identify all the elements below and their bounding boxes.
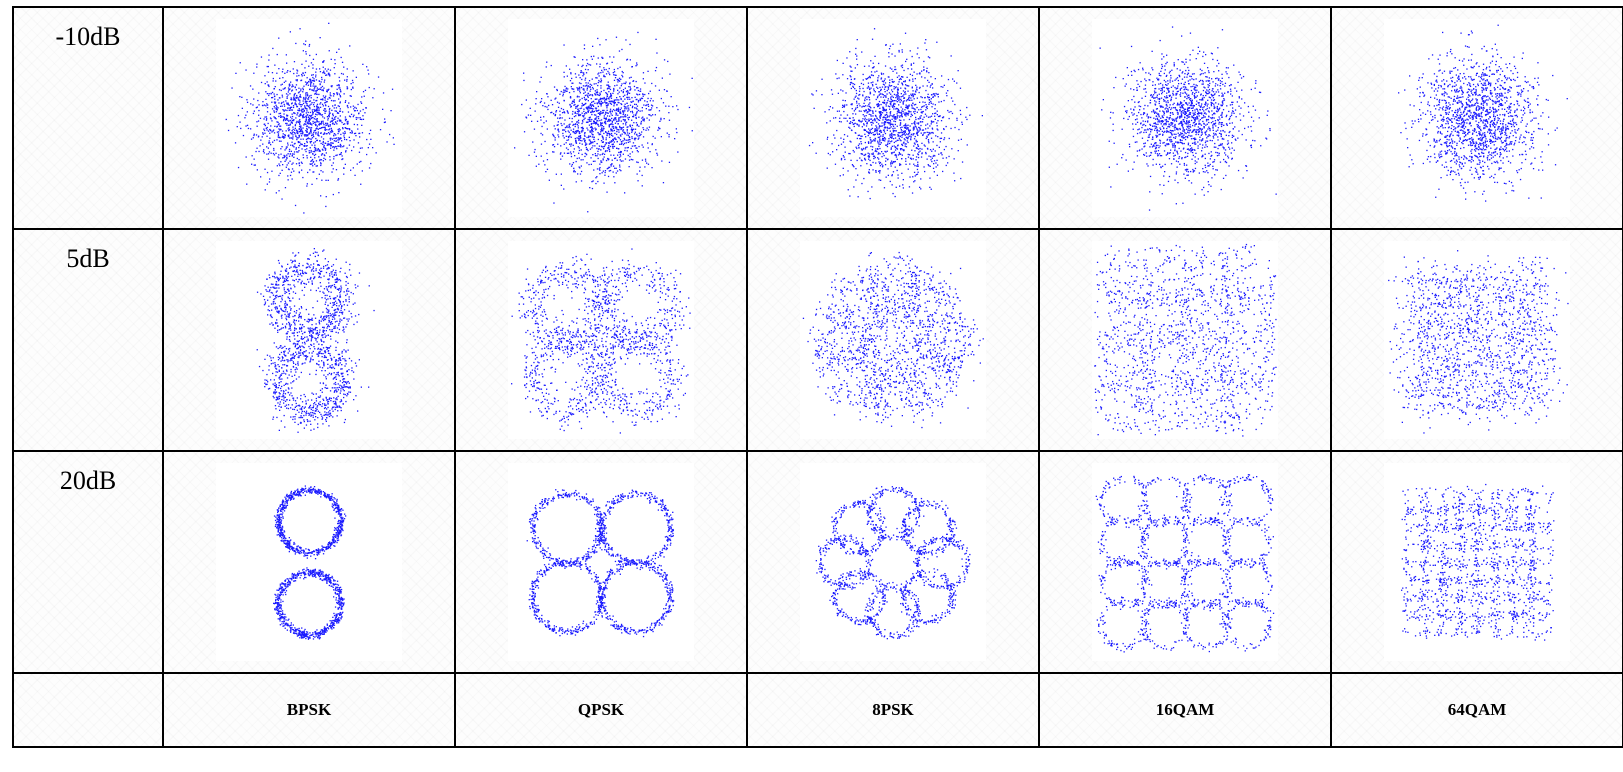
constellation-plot-bpsk-5db bbox=[216, 241, 402, 439]
constellation-plot-16qam-neg10db bbox=[1092, 19, 1278, 217]
plot-cell bbox=[746, 450, 1040, 674]
modulation-cell: 64QAM bbox=[1330, 672, 1623, 748]
snr-row-20: 20dB bbox=[12, 450, 1623, 674]
plot-cell bbox=[746, 6, 1040, 230]
snr-label: 20dB bbox=[15, 466, 161, 496]
snr-label-cell: 5dB bbox=[12, 228, 164, 452]
constellation-svg bbox=[256, 248, 375, 433]
constellation-svg bbox=[526, 489, 675, 638]
plot-cell bbox=[454, 228, 748, 452]
snr-row-neg10: -10dB bbox=[12, 6, 1623, 230]
modulation-label-8psk: 8PSK bbox=[749, 700, 1037, 720]
plot-cell bbox=[1038, 6, 1332, 230]
modulation-label-row: BPSK QPSK 8PSK 16QAM 64QAM bbox=[12, 672, 1623, 748]
constellation-svg bbox=[1094, 243, 1277, 437]
modulation-label-64qam: 64QAM bbox=[1333, 700, 1621, 720]
modulation-label-qpsk: QPSK bbox=[457, 700, 745, 720]
constellation-svg bbox=[1099, 26, 1277, 211]
modulation-label-16qam: 16QAM bbox=[1041, 700, 1329, 720]
constellation-plot-bpsk-20db bbox=[216, 463, 402, 661]
plot-cell bbox=[162, 450, 456, 674]
plot-cell bbox=[162, 228, 456, 452]
constellation-plot-64qam-5db bbox=[1384, 241, 1570, 439]
modulation-cell: BPSK bbox=[162, 672, 456, 748]
constellation-plot-8psk-neg10db bbox=[800, 19, 986, 217]
constellation-plot-qpsk-neg10db bbox=[508, 19, 694, 217]
plot-cell bbox=[454, 450, 748, 674]
constellation-plot-qpsk-5db bbox=[508, 241, 694, 439]
snr-row-5: 5dB bbox=[12, 228, 1623, 452]
modulation-cell: QPSK bbox=[454, 672, 748, 748]
constellation-svg bbox=[808, 28, 983, 200]
plot-cell bbox=[454, 6, 748, 230]
constellation-plot-64qam-20db bbox=[1384, 463, 1570, 661]
constellation-plot-16qam-20db bbox=[1092, 463, 1278, 661]
modulation-cell: 8PSK bbox=[746, 672, 1040, 748]
constellation-plot-bpsk-neg10db bbox=[216, 19, 402, 217]
snr-label-cell: 20dB bbox=[12, 450, 164, 674]
modulation-label-bpsk: BPSK bbox=[165, 700, 453, 720]
snr-label: 5dB bbox=[15, 244, 161, 274]
modulation-cell: 16QAM bbox=[1038, 672, 1332, 748]
plot-cell bbox=[1038, 450, 1332, 674]
constellation-svg bbox=[273, 485, 347, 640]
plot-cell bbox=[1038, 228, 1332, 452]
empty-corner-cell bbox=[12, 672, 164, 748]
plot-cell bbox=[1330, 6, 1623, 230]
constellation-grid-table: -10dB 5dB 20dB BPSK QPSK 8PS bbox=[12, 6, 1623, 748]
constellation-svg bbox=[511, 248, 691, 434]
constellation-svg bbox=[514, 31, 693, 213]
constellation-plot-64qam-neg10db bbox=[1384, 19, 1570, 217]
constellation-svg bbox=[802, 251, 984, 429]
constellation-svg bbox=[1388, 250, 1569, 434]
plot-cell bbox=[1330, 450, 1623, 674]
plot-cell bbox=[162, 6, 456, 230]
snr-label: -10dB bbox=[15, 22, 161, 52]
plot-cell bbox=[746, 228, 1040, 452]
constellation-plot-qpsk-20db bbox=[508, 463, 694, 661]
snr-label-cell: -10dB bbox=[12, 6, 164, 230]
constellation-svg bbox=[815, 486, 971, 640]
constellation-svg bbox=[1401, 483, 1555, 641]
constellation-plot-8psk-20db bbox=[800, 463, 986, 661]
constellation-plot-16qam-5db bbox=[1092, 241, 1278, 439]
constellation-svg bbox=[1095, 474, 1275, 653]
constellation-svg bbox=[1398, 24, 1568, 202]
constellation-plot-8psk-5db bbox=[800, 241, 986, 439]
plot-cell bbox=[1330, 228, 1623, 452]
constellation-svg bbox=[225, 22, 395, 214]
